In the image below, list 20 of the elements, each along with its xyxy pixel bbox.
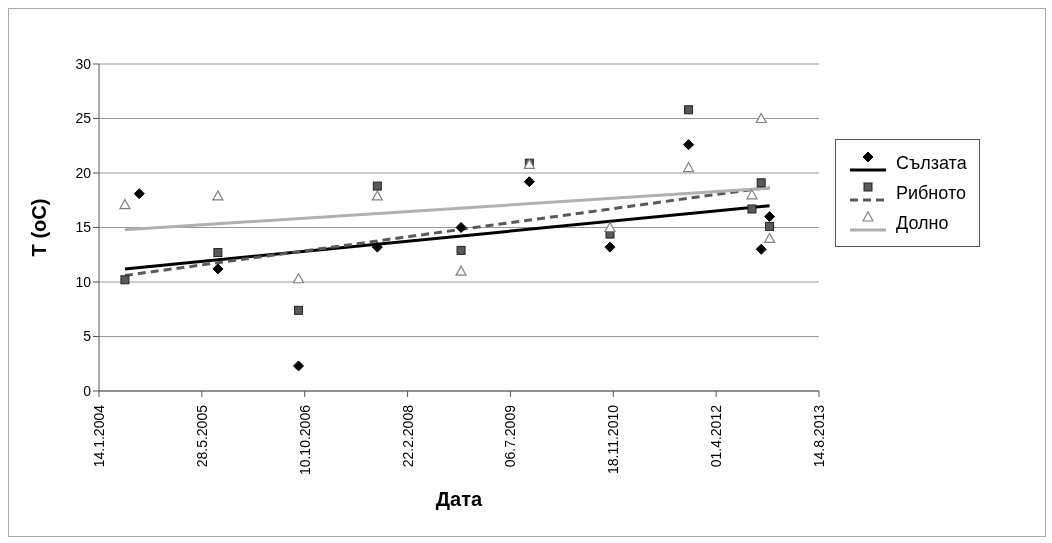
y-tick-label: 10: [75, 273, 92, 290]
y-tick-label: 15: [75, 219, 92, 236]
x-tick-label: 14.8.2013: [811, 404, 827, 468]
x-tick-label: 01.4.2012: [708, 404, 725, 468]
y-tick-label: 5: [83, 328, 92, 345]
x-tick-label: 10.10.2006: [296, 404, 313, 476]
legend-label: Рибното: [896, 182, 966, 204]
y-tick-label: 30: [75, 55, 92, 72]
text: Долно: [896, 212, 949, 234]
x-tick-label: 18.11.2010: [605, 404, 622, 475]
x-tick-label: 22.2.2008: [399, 404, 416, 468]
y-tick-label: 0: [83, 382, 92, 399]
x-tick-label: 14.1.2004: [91, 404, 107, 468]
x-tick-label: 28.5.2005: [193, 404, 210, 468]
y-axis-title: T (oC): [28, 198, 51, 257]
x-tick-label: 06.7.2009: [502, 404, 519, 468]
y-tick-label: 20: [75, 164, 92, 181]
x-axis-title: Дата: [435, 488, 484, 510]
legend-label: Сълзата: [896, 152, 967, 174]
y-tick-label: 25: [75, 110, 92, 127]
